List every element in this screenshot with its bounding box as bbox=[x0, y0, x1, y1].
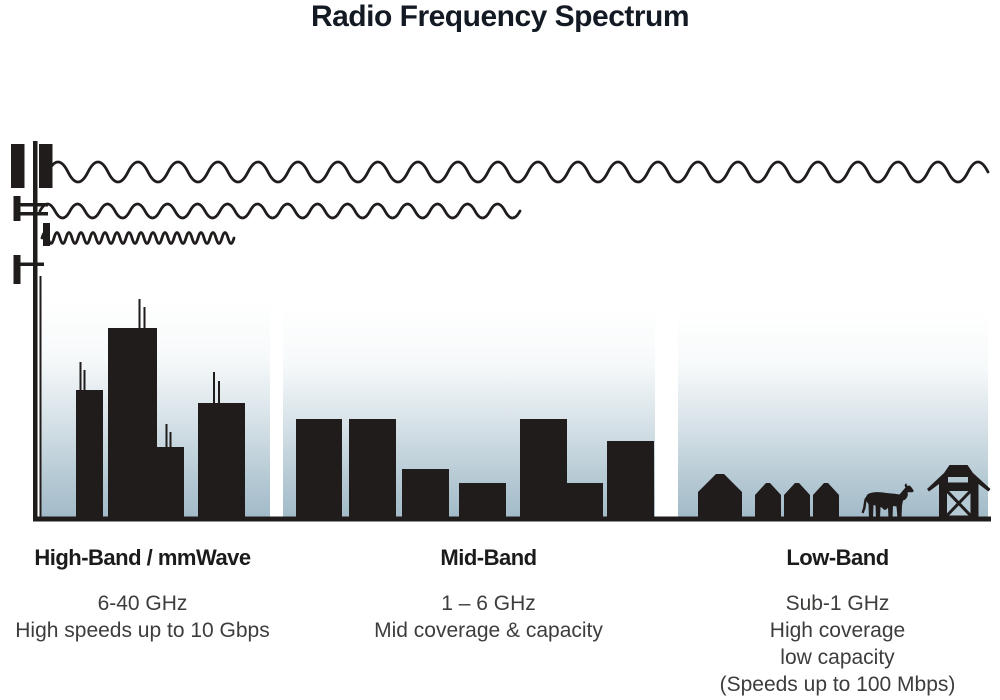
house-icon bbox=[813, 483, 839, 518]
house-icon bbox=[698, 474, 742, 518]
mid-band-wave-icon bbox=[38, 202, 522, 220]
high-band-wave-icon bbox=[40, 231, 236, 245]
skyscraper-icon bbox=[76, 390, 103, 518]
house-icon bbox=[755, 483, 781, 518]
mid-band-section-label: Mid-Band 1 – 6 GHz Mid coverage & capaci… bbox=[346, 546, 631, 644]
band-spec-line: low capacity bbox=[780, 646, 895, 669]
building-icon bbox=[402, 469, 449, 518]
band-heading: Mid-Band bbox=[440, 545, 537, 570]
band-spec-line: Mid coverage & capacity bbox=[374, 619, 603, 642]
page-title: Radio Frequency Spectrum bbox=[310, 0, 690, 33]
band-spec-line: 6-40 GHz bbox=[97, 592, 188, 615]
low-band-farmscape bbox=[698, 465, 991, 519]
band-spec-line: 1 – 6 GHz bbox=[441, 592, 536, 615]
band-heading: Low-Band bbox=[786, 545, 889, 570]
band-spec-line: (Speeds up to 100 Mbps) bbox=[719, 673, 956, 696]
building-icon bbox=[349, 419, 396, 518]
band-spec-line: Sub-1 GHz bbox=[785, 592, 890, 615]
barn-icon bbox=[927, 465, 991, 519]
low-band-section-label: Low-Band Sub-1 GHz High coverage low cap… bbox=[695, 546, 980, 698]
building-icon bbox=[520, 419, 567, 518]
building-icon bbox=[459, 483, 506, 518]
low-band-wave-icon bbox=[46, 160, 990, 184]
skyscraper-icon bbox=[108, 328, 157, 518]
building-icon bbox=[296, 419, 342, 518]
mid-band-cityscape bbox=[296, 419, 654, 518]
cow-tail bbox=[861, 495, 867, 514]
band-spec-line: High coverage bbox=[769, 619, 906, 642]
ground-line bbox=[33, 516, 991, 522]
radio-waves bbox=[38, 160, 990, 245]
cow-icon bbox=[861, 483, 914, 519]
barn-loft-vent bbox=[948, 477, 968, 483]
cell-tower-icon bbox=[11, 141, 53, 521]
band-heading: High-Band / mmWave bbox=[34, 545, 251, 570]
barn-door bbox=[944, 488, 974, 519]
band-spec-line: High speeds up to 10 Gbps bbox=[15, 619, 270, 642]
high-band-cityscape bbox=[76, 299, 245, 518]
spectrum-illustration bbox=[11, 141, 991, 522]
high-band-section-label: High-Band / mmWave 6-40 GHz High speeds … bbox=[0, 546, 285, 644]
building-icon bbox=[567, 483, 603, 518]
skyscraper-icon bbox=[157, 447, 184, 518]
rooftop-antennas bbox=[79, 299, 220, 448]
mid-band-sky-panel bbox=[283, 306, 655, 517]
skyscraper-icon bbox=[198, 403, 245, 518]
building-icon bbox=[607, 441, 654, 518]
house-icon bbox=[784, 483, 810, 518]
